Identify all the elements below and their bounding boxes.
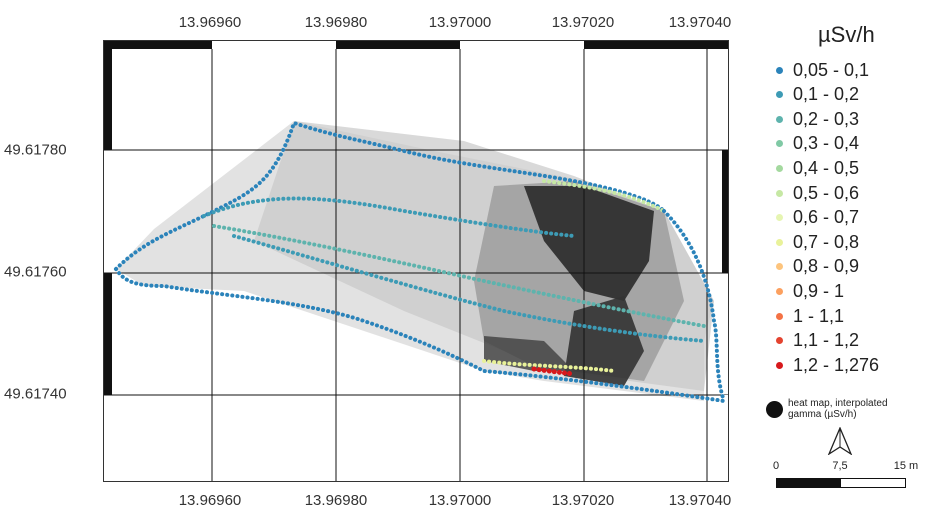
legend-item: 0,6 - 0,7 [776, 206, 859, 230]
legend-label: 0,6 - 0,7 [793, 207, 860, 228]
legend-label: 0,2 - 0,3 [793, 108, 860, 129]
legend-item: 0,9 - 1 [776, 279, 844, 303]
bottom-tick-label: 13.97000 [428, 492, 492, 509]
heat-map-label: heat map, interpolated gamma (µSv/h) [788, 398, 888, 420]
legend-swatch [776, 140, 783, 148]
track-middle-1 [202, 196, 576, 238]
frame-bar-left-bg [104, 41, 112, 481]
legend-heat-map-item: heat map, interpolated gamma (µSv/h) [766, 398, 908, 420]
legend-item: 1,2 - 1,276 [776, 353, 879, 377]
frame-block-right-2 [722, 395, 728, 481]
bottom-tick-label: 13.97040 [668, 492, 732, 509]
legend-swatch [776, 189, 783, 197]
legend-item: 0,8 - 0,9 [776, 255, 859, 279]
bottom-tick-label: 13.96960 [178, 492, 242, 509]
legend-item: 0,7 - 0,8 [776, 230, 859, 254]
legend-swatch [776, 337, 783, 345]
legend-item: 0,2 - 0,3 [776, 107, 859, 131]
track-east [662, 209, 726, 403]
heat-map-swatch [766, 401, 783, 418]
legend-label: 0,3 - 0,4 [793, 133, 860, 154]
frame-block-left-2 [104, 273, 112, 395]
top-tick-label: 13.96960 [178, 14, 242, 31]
legend-label: 0,4 - 0,5 [793, 157, 860, 178]
scale-label-0: 0 [772, 460, 780, 472]
heat-map-dark-core-3 [484, 336, 574, 371]
legend-label: 0,05 - 0,1 [793, 59, 870, 80]
top-tick-label: 13.96980 [304, 14, 368, 31]
left-tick-label: 49.61780 [4, 141, 67, 159]
frame-block-right-1 [722, 150, 728, 273]
legend-label: 0,1 - 0,2 [793, 84, 860, 105]
frame-bar-top [104, 41, 728, 49]
frame-block-top-gap-2 [460, 41, 584, 49]
track-hot-north [542, 179, 666, 213]
legend-swatch [776, 287, 783, 295]
legend-label: 0,9 - 1 [793, 280, 845, 301]
left-tick-label: 49.61740 [4, 385, 67, 403]
legend-swatch [776, 164, 783, 172]
frame-block-left-1 [104, 41, 112, 150]
scale-bar: 0 7,5 15 m [770, 460, 940, 500]
track-middle-2 [212, 224, 706, 328]
legend-item: 1,1 - 1,2 [776, 329, 859, 353]
left-tick-label: 49.61760 [4, 263, 67, 281]
scale-segment-black [776, 478, 840, 488]
bottom-tick-label: 13.97020 [551, 492, 615, 509]
legend-label: 1 - 1,1 [793, 305, 845, 326]
north-arrow-icon [827, 427, 853, 455]
track-hot-south [482, 359, 616, 373]
top-tick-label: 13.97040 [668, 14, 732, 31]
legend-item: 1 - 1,1 [776, 304, 844, 328]
map-frame[interactable] [103, 40, 729, 482]
legend-label: 0,8 - 0,9 [793, 256, 860, 277]
legend-swatch [776, 263, 783, 271]
legend-swatch [776, 238, 783, 246]
top-tick-label: 13.97000 [428, 14, 492, 31]
frame-block-top-gap-1 [212, 41, 336, 49]
legend-item: 0,3 - 0,4 [776, 132, 859, 156]
legend-label: 0,5 - 0,6 [793, 182, 860, 203]
legend-item: 0,5 - 0,6 [776, 181, 859, 205]
legend-swatch [776, 312, 783, 320]
scale-label-end: 15 m [893, 460, 919, 472]
map-canvas [104, 41, 728, 481]
track-max [531, 366, 577, 377]
scale-segment-white [840, 478, 906, 488]
legend-swatch [776, 361, 783, 369]
legend-label: 1,1 - 1,2 [793, 330, 860, 351]
track-outer-south [114, 267, 726, 403]
legend-label: 0,7 - 0,8 [793, 231, 860, 252]
legend-swatch [776, 91, 783, 99]
legend-title: µSv/h [818, 22, 875, 47]
heat-map-dark-core-1 [524, 186, 654, 301]
track-middle-3 [232, 234, 706, 343]
bottom-tick-label: 13.96980 [304, 492, 368, 509]
legend-swatch [776, 214, 783, 222]
legend-item: 0,4 - 0,5 [776, 156, 859, 180]
legend-swatch [776, 115, 783, 123]
legend-item: 0,05 - 0,1 [776, 58, 869, 82]
legend-label: 1,2 - 1,276 [793, 354, 880, 375]
scale-label-mid: 7,5 [832, 460, 848, 472]
legend-item: 0,1 - 0,2 [776, 83, 859, 107]
legend-swatch [776, 66, 783, 74]
top-tick-label: 13.97020 [551, 14, 615, 31]
